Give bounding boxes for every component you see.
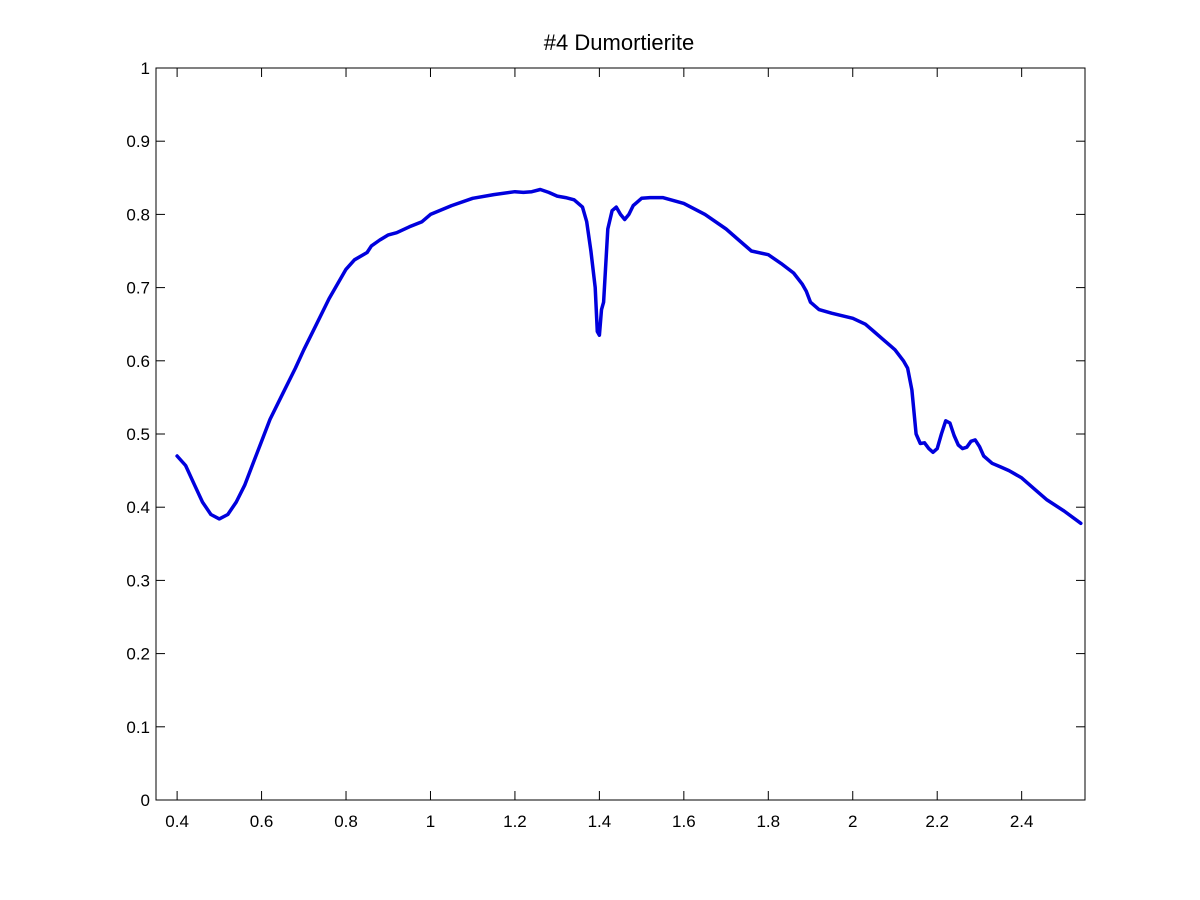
- x-tick-label: 1: [426, 812, 435, 831]
- y-tick-label: 0.2: [126, 645, 150, 664]
- x-tick-label: 2.4: [1010, 812, 1034, 831]
- y-tick-label: 1: [141, 59, 150, 78]
- x-tick-label: 0.8: [334, 812, 358, 831]
- series-layer: [175, 187, 1083, 526]
- y-tick-label: 0.6: [126, 352, 150, 371]
- y-tick-label: 0.3: [126, 571, 150, 590]
- x-axis-tick-labels: 0.4 0.6 0.8 1 1.2 1.4 1.6 1.8 2 2.2 2.4: [165, 812, 1033, 831]
- y-tick-label: 0.9: [126, 132, 150, 151]
- x-tick-label: 1.6: [672, 812, 696, 831]
- y-tick-label: 0.4: [126, 498, 150, 517]
- y-tick-label: 0.7: [126, 279, 150, 298]
- x-tick-label: 1.8: [756, 812, 780, 831]
- y-tick-label: 0: [141, 791, 150, 810]
- y-tick-label: 0.8: [126, 205, 150, 224]
- x-tick-label: 1.2: [503, 812, 527, 831]
- y-axis-tick-labels: 0 0.1 0.2 0.3 0.4 0.5 0.6 0.7 0.8 0.9 1: [126, 59, 150, 810]
- x-tick-label: 2: [848, 812, 857, 831]
- x-tick-label: 1.4: [588, 812, 612, 831]
- plot-frame: [155, 67, 1086, 801]
- y-tick-label: 0.5: [126, 425, 150, 444]
- chart-title: #4 Dumortierite: [544, 30, 694, 55]
- x-tick-label: 0.4: [165, 812, 189, 831]
- series-line: [175, 187, 1083, 526]
- y-tick-label: 0.1: [126, 718, 150, 737]
- x-tick-label: 2.2: [925, 812, 949, 831]
- x-tick-label: 0.6: [250, 812, 274, 831]
